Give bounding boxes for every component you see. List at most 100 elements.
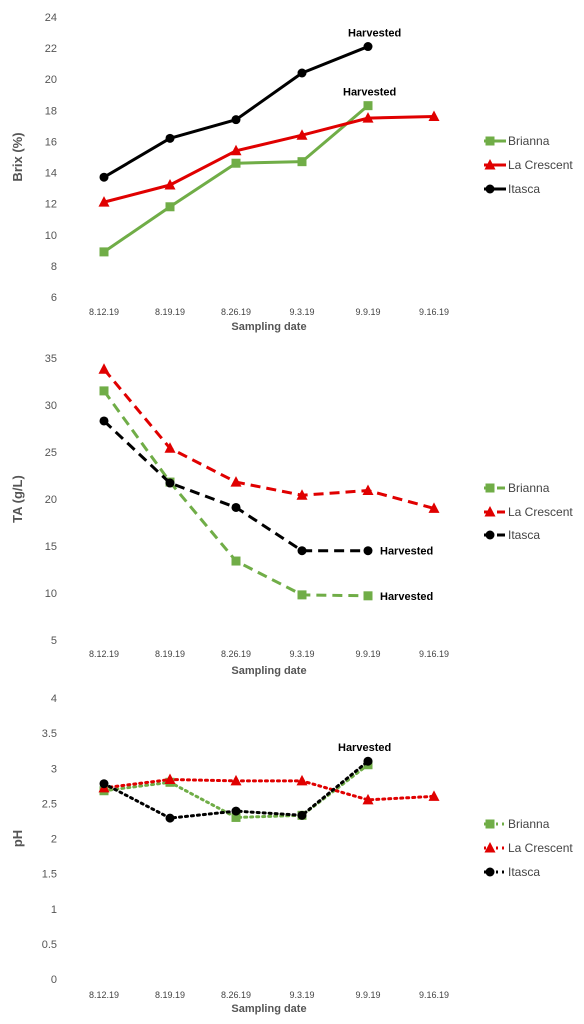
data-point-itasca	[99, 172, 109, 182]
data-point-brianna	[297, 157, 307, 167]
legend-marker	[485, 867, 495, 877]
legend-label: Itasca	[508, 865, 540, 879]
x-tick-label: 8.19.19	[155, 990, 185, 1000]
legend-label: Brianna	[508, 817, 550, 831]
data-point-itasca	[99, 779, 109, 789]
data-point-itasca	[297, 68, 307, 78]
y-tick-label: 12	[45, 199, 57, 211]
data-point-itasca	[99, 416, 109, 426]
legend-label: La Crescent	[508, 505, 573, 519]
x-tick-label: 8.12.19	[89, 307, 119, 317]
x-axis-label: Sampling date	[231, 321, 306, 333]
x-tick-label: 8.26.19	[221, 649, 251, 659]
y-tick-label: 5	[51, 635, 57, 647]
x-axis-label: Sampling date	[231, 1003, 306, 1015]
data-point-itasca	[297, 810, 307, 820]
data-point-itasca	[231, 502, 241, 512]
x-axis-label: Sampling date	[231, 665, 306, 677]
data-point-la-crescent	[296, 129, 308, 140]
x-tick-label: 9.16.19	[419, 990, 449, 1000]
legend-label: La Crescent	[508, 841, 573, 855]
data-point-la-crescent	[230, 144, 242, 156]
data-point-itasca	[297, 546, 307, 556]
data-point-la-crescent	[428, 502, 440, 513]
data-point-la-crescent	[164, 773, 176, 784]
data-point-la-crescent	[164, 179, 176, 190]
x-tick-label: 9.9.19	[355, 649, 380, 659]
data-point-la-crescent	[230, 774, 242, 786]
y-tick-label: 30	[45, 400, 57, 412]
y-tick-label: 10	[45, 588, 57, 600]
y-tick-label: 10	[45, 230, 57, 242]
y-tick-label: 2.5	[42, 798, 57, 810]
ta-chart: 5 10 15 20 25 30 35 8.12.19 8.19.19 8.26.19 9.3.19…	[10, 353, 573, 677]
harvested-annotation: Harvested	[338, 742, 391, 754]
x-tick-label: 8.12.19	[89, 649, 119, 659]
legend-label: La Crescent	[508, 158, 573, 172]
data-point-brianna	[363, 101, 373, 111]
series-line-la-crescent	[102, 368, 435, 510]
y-tick-label: 15	[45, 541, 57, 553]
legend-marker	[484, 506, 496, 517]
data-point-brianna	[231, 556, 241, 566]
y-axis-label: Brix (%)	[10, 132, 25, 181]
x-tick-label: 9.16.19	[419, 649, 449, 659]
y-tick-label: 22	[45, 43, 57, 55]
legend-marker	[485, 530, 495, 540]
data-point-brianna	[99, 247, 109, 257]
data-point-itasca	[165, 478, 175, 488]
y-tick-label: 14	[45, 168, 57, 180]
data-point-la-crescent	[164, 442, 176, 453]
x-tick-label: 8.26.19	[221, 307, 251, 317]
data-point-itasca	[231, 115, 241, 125]
harvested-annotation: Harvested	[343, 87, 396, 99]
y-tick-label: 25	[45, 447, 57, 459]
y-tick-label: 3	[51, 763, 57, 775]
x-tick-label: 9.3.19	[289, 307, 314, 317]
data-point-itasca	[165, 133, 175, 143]
harvested-annotation: Harvested	[348, 28, 401, 40]
legend-marker	[485, 136, 495, 146]
data-point-brianna	[231, 158, 241, 168]
y-tick-label: 3.5	[42, 728, 57, 740]
legend-marker	[485, 819, 495, 829]
x-tick-label: 9.9.19	[355, 307, 380, 317]
data-point-itasca	[231, 806, 241, 816]
data-point-brianna	[165, 202, 175, 212]
data-point-la-crescent	[98, 363, 110, 374]
data-point-itasca	[363, 42, 373, 52]
y-tick-label: 24	[45, 12, 57, 24]
data-point-itasca	[165, 813, 175, 823]
data-point-la-crescent	[98, 196, 110, 207]
legend-marker	[484, 842, 496, 853]
ta-chart-panel: 5 10 15 20 25 30 35 8.12.19 8.19.19 8.26.19 9.3.19…	[0, 341, 584, 681]
x-tick-label: 9.16.19	[419, 307, 449, 317]
data-point-brianna	[363, 591, 373, 601]
y-tick-label: 6	[51, 292, 57, 304]
x-tick-label: 9.9.19	[355, 990, 380, 1000]
data-point-itasca	[363, 756, 373, 766]
y-tick-label: 2	[51, 834, 57, 846]
x-tick-label: 8.12.19	[89, 990, 119, 1000]
x-tick-label: 9.3.19	[289, 649, 314, 659]
harvested-annotation: Harvested	[380, 546, 433, 558]
data-point-la-crescent	[428, 110, 440, 122]
y-tick-label: 0	[51, 974, 57, 986]
brix-chart: 6 8 10 12 14 16 18 20 22 24 8.12.19 8.19.19 8.26.19 9…	[10, 12, 573, 333]
x-tick-label: 8.19.19	[155, 307, 185, 317]
y-tick-label: 1	[51, 904, 57, 916]
data-point-la-crescent	[362, 484, 374, 496]
x-tick-label: 8.26.19	[221, 990, 251, 1000]
legend-label: Brianna	[508, 134, 550, 148]
legend-marker	[484, 159, 496, 170]
y-axis-label: TA (g/L)	[10, 475, 25, 523]
data-point-la-crescent	[296, 489, 308, 500]
y-tick-label: 16	[45, 136, 57, 148]
series-line-itasca	[103, 45, 369, 179]
y-tick-label: 18	[45, 105, 57, 117]
data-point-la-crescent	[428, 790, 440, 801]
legend-label: Itasca	[508, 182, 540, 196]
data-point-la-crescent	[362, 793, 374, 805]
x-tick-label: 9.3.19	[289, 990, 314, 1000]
data-point-brianna	[231, 812, 241, 822]
